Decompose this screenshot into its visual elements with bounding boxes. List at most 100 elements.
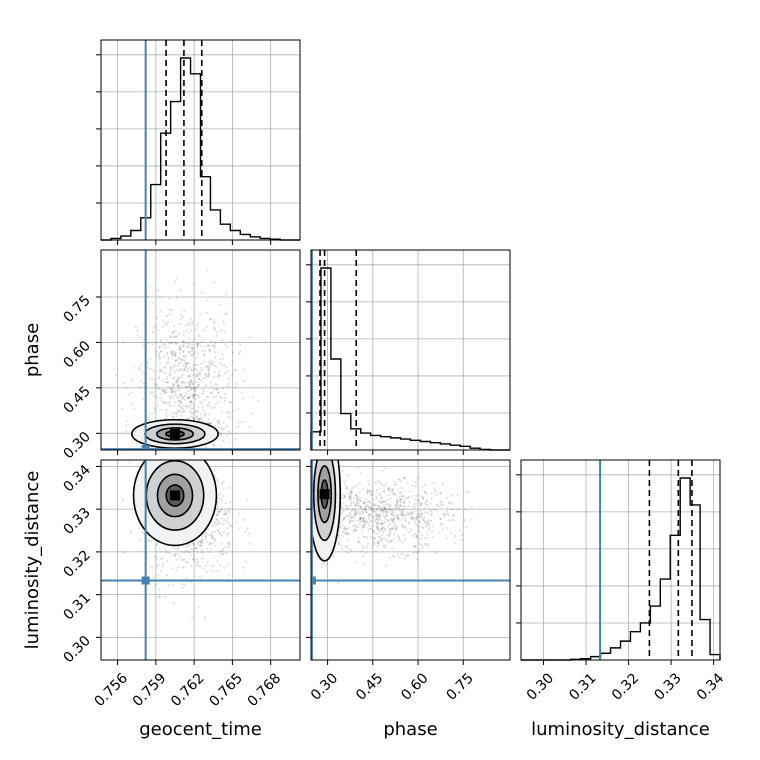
sample-point bbox=[227, 574, 230, 577]
sample-point bbox=[411, 494, 414, 497]
sample-point bbox=[373, 537, 376, 541]
x-axis-label-luminosity_distance: luminosity_distance bbox=[531, 719, 710, 740]
sample-point bbox=[443, 515, 446, 518]
sample-point bbox=[370, 516, 373, 519]
sample-point bbox=[380, 483, 383, 486]
sample-point bbox=[394, 522, 397, 525]
panel-frame bbox=[100, 459, 301, 661]
sample-point bbox=[418, 514, 421, 517]
sample-point bbox=[320, 565, 323, 568]
sample-point bbox=[348, 519, 352, 522]
sample-point bbox=[377, 513, 381, 516]
sample-point bbox=[380, 538, 383, 541]
sample-point bbox=[191, 347, 194, 350]
sample-point bbox=[197, 383, 200, 386]
sample-point bbox=[395, 508, 398, 511]
sample-point bbox=[208, 413, 211, 416]
sample-point bbox=[170, 308, 173, 312]
sample-point bbox=[410, 513, 413, 517]
sample-point bbox=[123, 382, 126, 385]
sample-point bbox=[359, 517, 362, 521]
sample-point bbox=[174, 547, 177, 550]
histogram-phase bbox=[310, 267, 510, 451]
sample-point bbox=[367, 480, 370, 483]
sample-point bbox=[363, 501, 366, 504]
sample-point bbox=[201, 539, 204, 542]
sample-point bbox=[196, 352, 199, 355]
sample-point bbox=[349, 520, 352, 523]
sample-point bbox=[345, 504, 348, 507]
sample-point bbox=[203, 360, 206, 363]
sample-point bbox=[362, 520, 366, 523]
sample-point bbox=[342, 517, 346, 520]
sample-point bbox=[166, 381, 169, 384]
sample-point bbox=[217, 391, 220, 395]
sample-point bbox=[179, 361, 183, 364]
sample-point bbox=[193, 559, 196, 562]
sample-point bbox=[355, 513, 358, 516]
sample-point bbox=[422, 497, 425, 500]
sample-point bbox=[378, 513, 381, 517]
sample-point bbox=[178, 345, 181, 349]
sample-point bbox=[442, 503, 445, 506]
sample-point bbox=[203, 414, 206, 417]
sample-point bbox=[212, 444, 215, 447]
sample-point bbox=[154, 555, 157, 558]
sample-point bbox=[146, 295, 149, 298]
sample-point bbox=[169, 367, 172, 370]
sample-point bbox=[197, 606, 200, 609]
sample-point bbox=[128, 461, 132, 464]
sample-point bbox=[369, 502, 373, 505]
sample-point bbox=[414, 544, 417, 547]
sample-point bbox=[197, 410, 200, 414]
sample-point bbox=[173, 554, 176, 557]
sample-point bbox=[337, 542, 340, 546]
sample-point bbox=[326, 562, 329, 565]
sample-point bbox=[185, 577, 188, 580]
sample-point bbox=[196, 418, 199, 421]
sample-point bbox=[190, 387, 193, 390]
sample-point bbox=[225, 534, 228, 537]
sample-point bbox=[405, 511, 408, 514]
sample-point bbox=[377, 542, 380, 545]
sample-point bbox=[181, 397, 184, 400]
sample-point bbox=[449, 532, 452, 535]
sample-point bbox=[375, 488, 378, 492]
sample-point bbox=[205, 325, 208, 328]
sample-point bbox=[379, 514, 382, 517]
sample-point bbox=[190, 386, 193, 389]
sample-point bbox=[365, 551, 368, 555]
sample-point bbox=[228, 506, 231, 510]
sample-point bbox=[420, 516, 423, 519]
sample-point bbox=[342, 517, 345, 520]
sample-point bbox=[203, 350, 207, 353]
sample-point bbox=[372, 536, 375, 539]
sample-point bbox=[402, 533, 405, 536]
sample-point bbox=[203, 615, 206, 619]
sample-point bbox=[190, 354, 193, 357]
sample-point bbox=[188, 343, 191, 346]
sample-point bbox=[442, 512, 445, 515]
sample-point bbox=[179, 349, 183, 352]
sample-point bbox=[227, 385, 230, 388]
sample-point bbox=[460, 538, 463, 541]
sample-point bbox=[393, 506, 396, 509]
sample-point bbox=[355, 484, 358, 488]
sample-point bbox=[162, 401, 165, 404]
density-peak bbox=[319, 489, 330, 500]
sample-point bbox=[341, 530, 345, 533]
sample-point bbox=[362, 516, 365, 519]
sample-point bbox=[355, 510, 358, 514]
sample-point bbox=[184, 560, 188, 564]
sample-point bbox=[171, 352, 174, 355]
sample-point bbox=[423, 507, 426, 510]
sample-point bbox=[342, 527, 346, 530]
sample-point bbox=[142, 382, 145, 385]
sample-point bbox=[243, 518, 246, 521]
histogram-geocent_time bbox=[101, 57, 300, 241]
sample-point bbox=[157, 387, 160, 390]
sample-point bbox=[169, 397, 172, 400]
sample-point bbox=[149, 357, 152, 360]
sample-point bbox=[368, 501, 371, 504]
sample-point bbox=[207, 372, 210, 375]
